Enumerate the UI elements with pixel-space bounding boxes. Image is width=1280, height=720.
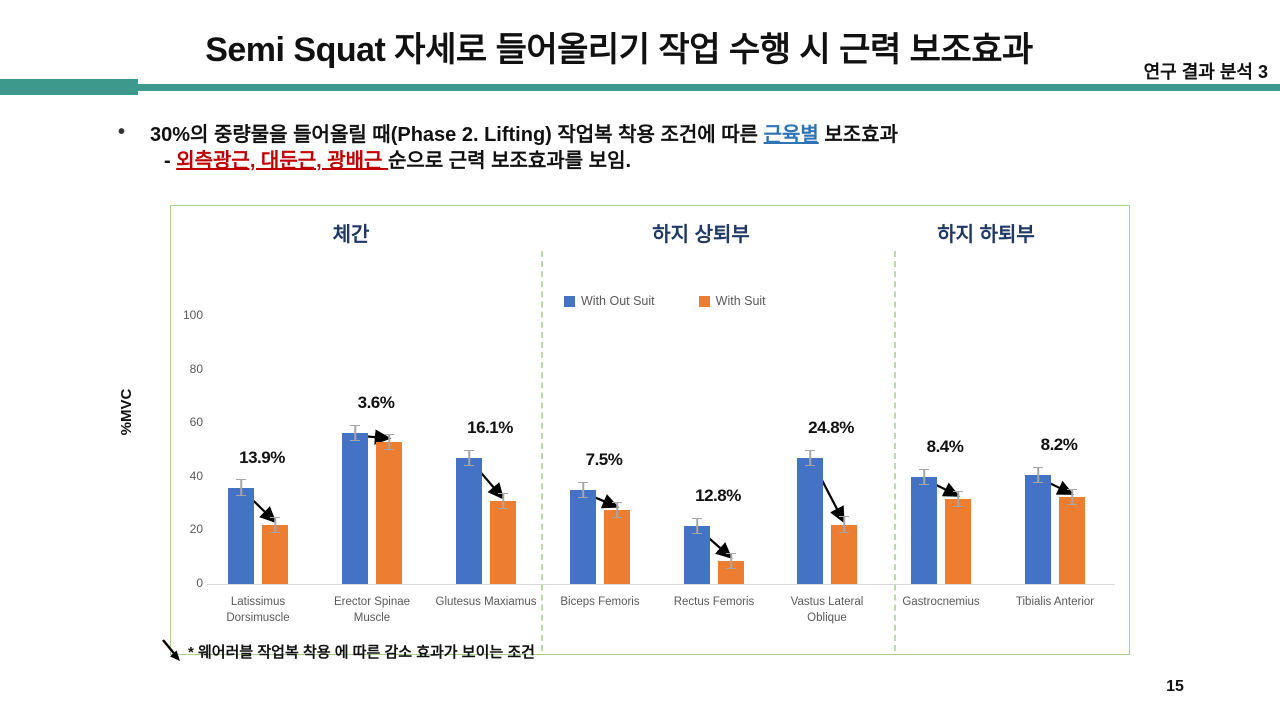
bar-with-suit: [1059, 497, 1085, 584]
bar-without-suit: [342, 432, 368, 584]
reduction-label: 8.4%: [926, 436, 964, 456]
legend-label-without-suit: With Out Suit: [581, 294, 655, 308]
error-bar-without-suit: [236, 479, 246, 496]
section-label-1: 하지 상퇴부: [652, 224, 750, 246]
error-bar-with-suit: [839, 516, 849, 533]
accent-divider-line: [0, 84, 1280, 91]
y-axis-tick-label: 60: [189, 415, 203, 430]
reduction-label: 8.2%: [1040, 435, 1078, 455]
chart-legend: With Out Suit With Suit: [564, 294, 766, 308]
error-bar-without-suit: [692, 518, 702, 535]
error-bar-with-suit: [953, 491, 963, 508]
x-axis-line: [207, 584, 1115, 585]
reduction-label: 12.8%: [695, 486, 741, 506]
bullet-marker: •: [118, 121, 126, 143]
y-axis-tick-label: 0: [196, 576, 203, 590]
error-bar-with-suit: [726, 552, 736, 569]
legend-item-without-suit: With Out Suit: [564, 294, 655, 308]
category-label: Latissimus Dorsimuscle: [226, 596, 290, 625]
page-title: Semi Squat 자세로 들어올리기 작업 수행 시 근력 보조효과: [205, 31, 1033, 69]
bullet-line2-post: 순으로 근력 보조효과를 보임.: [388, 150, 632, 172]
category-label: Rectus Femoris: [673, 596, 755, 608]
bar-with-suit: [490, 501, 516, 584]
category-label: Vastus Lateral Oblique: [790, 596, 864, 625]
reduction-arrows-layer: [242, 429, 1074, 559]
legend-label-with-suit: With Suit: [715, 294, 766, 308]
bullet-line1-post: 보조효과: [818, 124, 898, 146]
reduction-label: 13.9%: [239, 447, 285, 467]
legend-item-with-suit: With Suit: [698, 294, 766, 308]
footnote: * 웨어러블 작업복 착용 에 따른 감소 효과가 보이는 조건: [188, 644, 535, 661]
legend-swatch-without-suit: [564, 295, 575, 307]
error-bar-without-suit: [350, 424, 360, 441]
bar-without-suit: [456, 458, 482, 584]
bar-with-suit: [604, 510, 630, 584]
section-label-0: 체간: [332, 224, 370, 246]
bar-with-suit: [262, 524, 288, 584]
section-label-2: 하지 하퇴부: [937, 224, 1035, 246]
category-label: Tibialis Anterior: [1015, 596, 1095, 608]
y-axis-tick-label: 40: [189, 468, 203, 483]
page-number: 15: [1166, 678, 1184, 695]
error-bar-with-suit: [384, 434, 394, 451]
category-label: Erector Spinae Muscle: [333, 596, 411, 625]
error-bar-with-suit: [612, 502, 622, 519]
section-divider: [894, 251, 896, 651]
error-bar-with-suit: [270, 516, 280, 533]
bar-with-suit: [376, 442, 402, 584]
error-bar-without-suit: [1033, 467, 1043, 484]
bar-without-suit: [570, 490, 596, 584]
error-bar-without-suit: [464, 450, 474, 467]
bar-without-suit: [228, 487, 254, 584]
reduction-label: 7.5%: [585, 450, 623, 470]
section-divider: [541, 251, 543, 651]
reduction-label: 16.1%: [467, 418, 513, 438]
error-bar-without-suit: [805, 450, 815, 467]
reduction-label: 24.8%: [808, 418, 854, 438]
category-label: Glutesus Maxiamus: [435, 596, 537, 608]
decrease-arrow-icon: [162, 639, 180, 661]
bullet-line2-highlight: 외측광근, 대둔근, 광배근: [176, 150, 389, 172]
bullet-line1-pre: 30%의 중량물을 들어올릴 때(Phase 2. Lifting) 작업복 착…: [150, 124, 764, 146]
chart-area: With Out Suit With Suit 체간 하지 상퇴부 하지 하퇴부 0 2…: [170, 205, 1130, 655]
y-axis-title: %MVC: [118, 388, 135, 436]
bullet-line1-highlight: 근육별: [763, 124, 819, 146]
error-bar-without-suit: [578, 482, 588, 499]
y-axis-tick-label: 80: [189, 361, 203, 376]
error-bar-without-suit: [919, 468, 929, 485]
bar-without-suit: [797, 458, 823, 584]
bar-without-suit: [911, 476, 937, 584]
y-axis-tick-label: 20: [189, 522, 203, 537]
reduction-label: 3.6%: [357, 392, 395, 412]
error-bar-with-suit: [1067, 489, 1077, 506]
legend-swatch-with-suit: [698, 295, 710, 307]
bar-without-suit: [1025, 475, 1051, 584]
bar-with-suit: [831, 524, 857, 584]
bullet-line-2: - 외측광근, 대둔근, 광배근 순으로 근력 보조효과를 보임.: [164, 144, 631, 173]
category-label: Gastrocnemius: [902, 596, 980, 608]
accent-divider-block: [0, 79, 138, 95]
header-badge: 연구 결과 분석 3: [1143, 62, 1268, 82]
error-bar-with-suit: [498, 493, 508, 510]
bullet-line-1: 30%의 중량물을 들어올릴 때(Phase 2. Lifting) 작업복 착…: [150, 118, 898, 147]
category-label: Biceps Femoris: [560, 596, 640, 608]
y-axis-tick-label: 100: [182, 308, 203, 322]
bar-with-suit: [945, 499, 971, 584]
bar-without-suit: [684, 526, 710, 584]
bar-with-suit: [718, 560, 744, 584]
bullet-line2-dash: -: [164, 150, 177, 172]
